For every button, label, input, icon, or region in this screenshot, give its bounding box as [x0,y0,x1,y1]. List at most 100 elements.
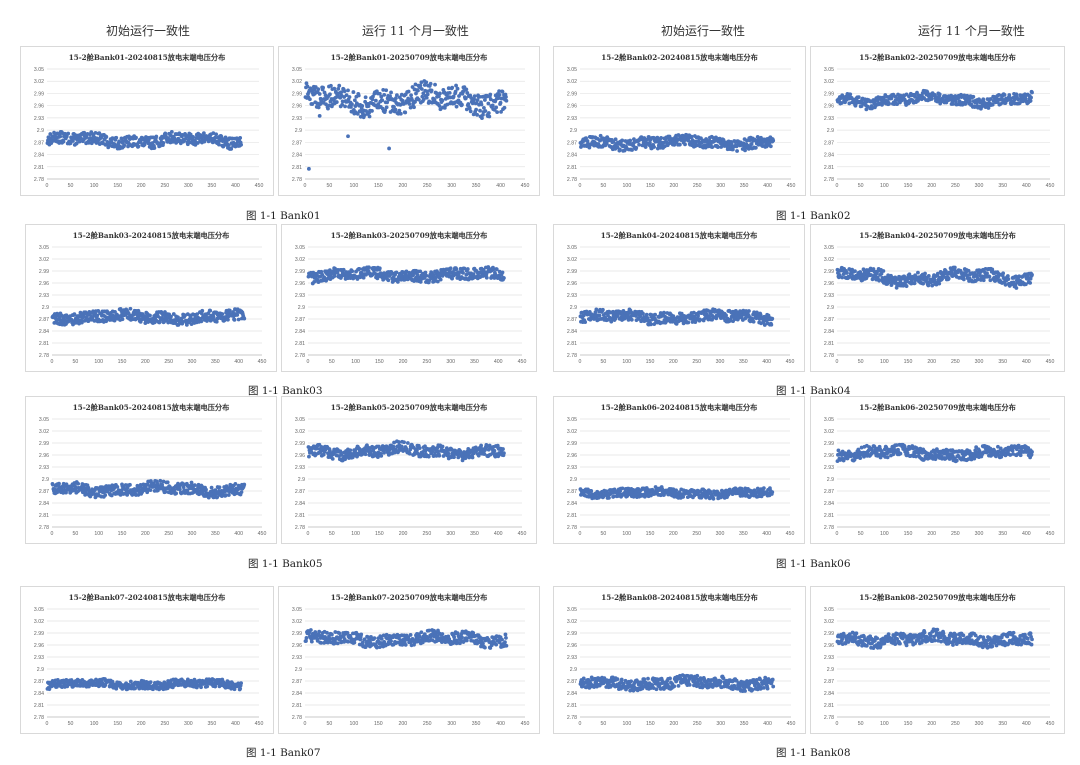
data-point [362,113,367,118]
y-tick-label: 2.93 [567,465,577,471]
data-point [114,135,119,140]
y-tick-label: 2.9 [37,128,44,134]
data-point [842,457,846,461]
data-point [427,99,432,104]
data-point [674,488,679,493]
data-point [629,317,634,322]
x-tick-label: 200 [141,359,150,365]
data-point [491,267,496,272]
y-tick-label: 2.78 [567,353,577,359]
x-tick-label: 50 [329,359,335,365]
data-point [769,322,774,327]
data-point [853,269,857,274]
data-point [350,269,355,274]
data-point [641,311,645,316]
data-point [579,143,584,148]
x-tick-label: 200 [927,531,936,537]
data-point [1006,277,1011,282]
data-point [393,107,398,112]
y-tick-label: 2.78 [567,177,577,183]
data-point [172,487,177,492]
x-tick-label: 200 [399,359,408,365]
data-point [642,494,647,499]
data-point [762,323,767,327]
x-tick-label: 450 [786,359,795,365]
data-point [104,135,109,139]
x-tick-label: 350 [208,183,217,189]
x-tick-label: 50 [72,359,78,365]
y-tick-label: 2.93 [567,293,577,299]
x-tick-label: 0 [579,531,582,537]
data-point [209,485,214,490]
data-points [835,88,1034,112]
data-point [371,94,375,99]
x-tick-label: 150 [118,531,127,537]
data-point [593,310,598,315]
data-point [484,444,489,449]
x-tick-label: 300 [184,183,193,189]
y-tick-label: 2.84 [824,501,834,507]
y-tick-label: 2.87 [39,317,49,323]
data-point [689,134,694,139]
data-point [169,314,173,319]
data-point [424,80,429,85]
data-point [447,90,452,95]
data-point [730,147,735,152]
y-tick-label: 2.81 [824,165,834,171]
data-point [117,139,121,144]
x-tick-label: 350 [470,359,479,365]
data-point [698,317,702,322]
data-point [708,489,713,494]
x-tick-label: 450 [521,183,530,189]
data-point [307,454,311,459]
y-tick-label: 2.96 [295,453,305,459]
y-tick-label: 2.78 [39,525,49,531]
data-point [418,280,423,284]
x-tick-label: 50 [601,183,607,189]
scatter-chart-b03a: 15-2舱Bank03-20240815放电末端电压分布2.782.812.84… [39,231,267,365]
y-tick-label: 2.99 [292,91,302,97]
data-point [1028,98,1033,103]
y-tick-label: 2.78 [295,525,305,531]
data-point [600,307,605,312]
scatter-chart-b02a: 15-2舱Bank02-20240815放电末端电压分布2.782.812.84… [567,53,796,189]
y-tick-label: 3.05 [824,245,834,251]
data-point [128,306,133,311]
data-point [377,266,382,271]
data-point [366,265,371,270]
x-tick-label: 150 [375,359,384,365]
data-point [121,139,126,144]
x-tick-label: 450 [1046,531,1055,537]
data-point [128,482,132,487]
data-point [483,98,487,102]
x-tick-label: 400 [762,531,771,537]
data-point [199,319,204,324]
data-point [425,89,430,94]
x-tick-label: 50 [72,531,78,537]
data-point [407,451,412,456]
data-point [407,102,412,106]
chart-panel-bank03-after11: 15-2舱Bank03-20250709放电末端电压分布 2.78 2.81 2.84… [281,224,537,372]
data-point [363,452,368,457]
data-point [433,450,437,455]
data-point [416,88,420,93]
data-point [481,113,485,117]
data-point [206,139,211,144]
x-tick-label: 0 [836,359,839,365]
data-point [61,139,66,144]
data-point [424,95,429,100]
y-tick-label: 2.9 [42,477,49,483]
y-tick-label: 2.96 [824,453,834,459]
y-tick-label: 3.05 [824,67,834,73]
data-point [215,495,220,499]
data-point [160,482,165,487]
data-point [330,456,335,461]
data-point [946,276,951,281]
scatter-chart-b03b: 15-2舱Bank03-20250709放电末端电压分布2.782.812.84… [295,231,527,365]
data-point [497,89,501,94]
data-point [472,94,477,99]
x-tick-label: 400 [1022,183,1031,189]
data-point [382,450,386,455]
data-point-outlier [317,113,322,118]
data-point [497,92,502,97]
